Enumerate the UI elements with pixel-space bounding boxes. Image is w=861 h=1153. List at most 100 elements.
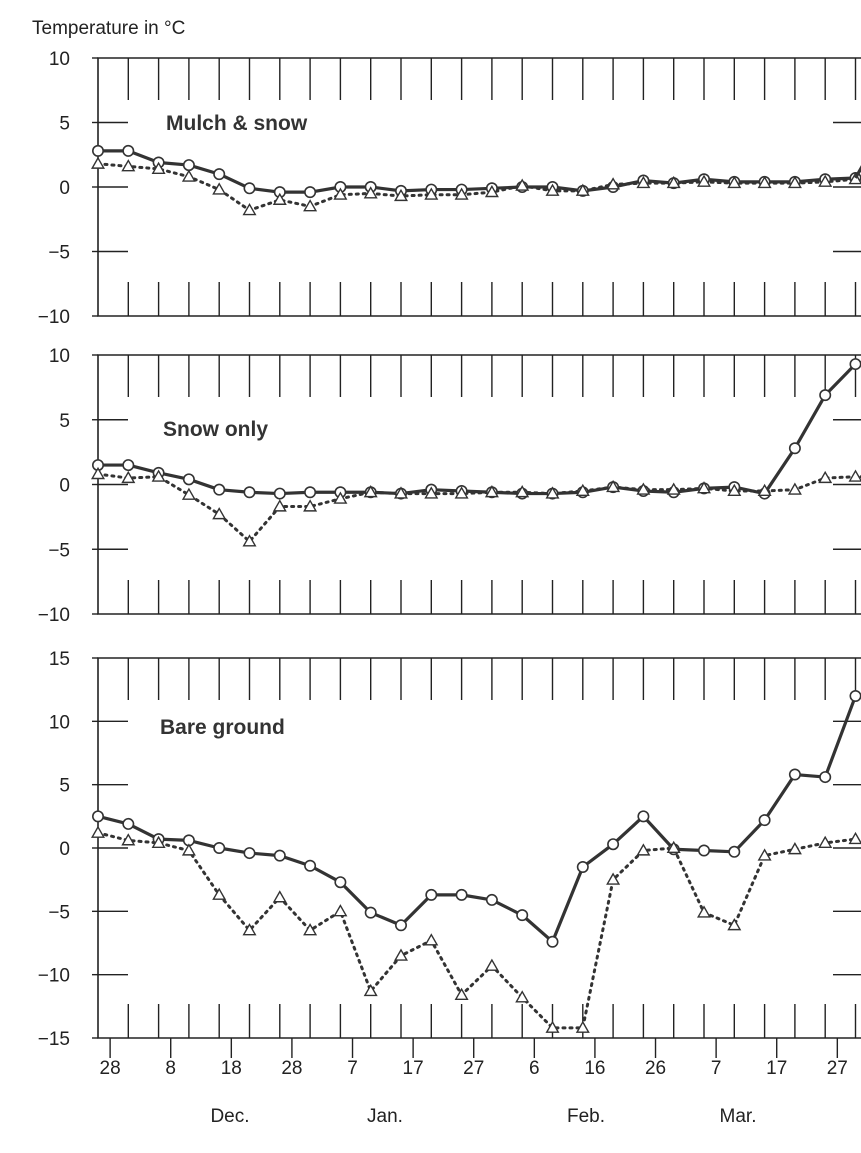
x-tick-label: 17 [766, 1058, 787, 1079]
panel-frame [97, 354, 861, 615]
data-point-triangle [757, 848, 772, 861]
y-tick-label: 15 [49, 649, 70, 670]
data-point-triangle [484, 485, 499, 498]
data-point-triangle [636, 175, 651, 189]
data-point-triangle [454, 187, 469, 200]
data-point-circle [394, 919, 407, 932]
data-point-triangle [696, 174, 712, 187]
panel-title-mulch-snow: Mulch & snow [166, 112, 308, 135]
y-tick-label: 0 [59, 178, 70, 199]
data-point-circle [697, 844, 710, 857]
data-point-circle [788, 442, 801, 455]
data-point-triangle [818, 470, 833, 484]
x-tick-label: 8 [165, 1058, 176, 1079]
data-point-triangle [212, 182, 227, 195]
y-tick-label: −10 [38, 605, 70, 626]
data-point-circle [334, 876, 347, 889]
series-line-circle-end [854, 165, 861, 179]
x-tick-label: 6 [529, 1058, 540, 1079]
y-tick-label: −5 [48, 540, 70, 561]
data-point-circle [364, 906, 377, 919]
month-label: Jan. [367, 1106, 403, 1127]
data-point-triangle [90, 156, 106, 169]
data-point-circle [122, 459, 135, 472]
x-tick-label: 7 [347, 1058, 358, 1079]
data-point-triangle [333, 491, 348, 504]
data-point-triangle [696, 905, 712, 918]
data-point-triangle [727, 175, 742, 189]
data-point-circle [849, 690, 861, 702]
data-point-circle [273, 487, 286, 500]
x-tick-label: 16 [584, 1058, 605, 1079]
data-point-circle [243, 486, 256, 499]
series-line-triangle [96, 162, 857, 212]
x-tick-label: 7 [711, 1058, 722, 1079]
data-point-triangle [242, 203, 257, 216]
data-point-circle [243, 182, 256, 195]
month-label: Mar. [720, 1106, 757, 1127]
data-point-triangle [242, 534, 257, 547]
data-point-triangle [696, 481, 712, 494]
y-tick-label: 5 [59, 776, 70, 797]
data-point-triangle [151, 469, 166, 482]
data-point-triangle [757, 483, 772, 497]
panel-frame [97, 657, 861, 1039]
y-tick-label: 0 [59, 839, 70, 860]
data-point-triangle [818, 835, 833, 848]
data-point-triangle [636, 482, 651, 495]
data-point-triangle [666, 840, 681, 854]
data-point-circle [576, 860, 589, 873]
data-point-triangle [121, 470, 136, 484]
y-tick-label: −10 [38, 966, 70, 987]
panel-mulch-snow: Mulch & snow 10 5 0 −5 −10 [38, 49, 861, 328]
data-point-triangle [575, 483, 590, 497]
data-point-circle [213, 841, 226, 854]
data-point-circle [607, 838, 620, 851]
y-tick-label: −15 [38, 1029, 70, 1050]
panel-title-bare-ground: Bare ground [160, 716, 285, 739]
data-point-circle [304, 859, 317, 872]
data-point-triangle [303, 923, 318, 936]
data-point-triangle [848, 831, 861, 845]
data-point-triangle [272, 192, 287, 205]
data-point-triangle [151, 835, 166, 848]
y-tick-label: 10 [49, 712, 70, 733]
data-point-triangle [212, 507, 227, 520]
month-label: Dec. [210, 1106, 249, 1127]
month-label: Feb. [567, 1106, 605, 1127]
data-point-circle [92, 810, 105, 823]
data-point-triangle [393, 188, 409, 202]
data-point-triangle [181, 169, 196, 182]
data-point-triangle [303, 499, 318, 512]
data-point-triangle [424, 486, 439, 499]
y-tick-label: −10 [38, 307, 70, 328]
data-point-triangle [727, 483, 742, 497]
data-point-circle [758, 814, 771, 827]
x-tick-label: 17 [403, 1058, 424, 1079]
data-point-circle [122, 817, 135, 830]
data-point-circle [182, 159, 195, 172]
x-tick-label: 18 [221, 1058, 242, 1079]
series-line-triangle [96, 831, 857, 1030]
data-point-triangle [545, 486, 560, 499]
data-point-circle [425, 888, 438, 901]
data-point-triangle [545, 1020, 560, 1033]
data-point-triangle [606, 177, 621, 190]
data-point-circle [182, 473, 195, 486]
x-tick-label: 28 [100, 1058, 121, 1079]
data-point-triangle [121, 159, 136, 172]
data-point-circle [273, 849, 286, 862]
data-point-circle [728, 845, 741, 858]
data-point-triangle [454, 987, 469, 1000]
data-point-triangle [333, 187, 348, 200]
data-point-triangle [575, 1020, 590, 1033]
series-line-triangle [96, 472, 861, 544]
series-line-circle [98, 149, 856, 194]
data-point-triangle [787, 482, 802, 495]
data-point-triangle [666, 175, 681, 189]
data-point-triangle [90, 466, 106, 480]
x-tick-label: 26 [645, 1058, 666, 1079]
data-point-circle [122, 144, 135, 157]
x-tick-label: 27 [463, 1058, 484, 1079]
